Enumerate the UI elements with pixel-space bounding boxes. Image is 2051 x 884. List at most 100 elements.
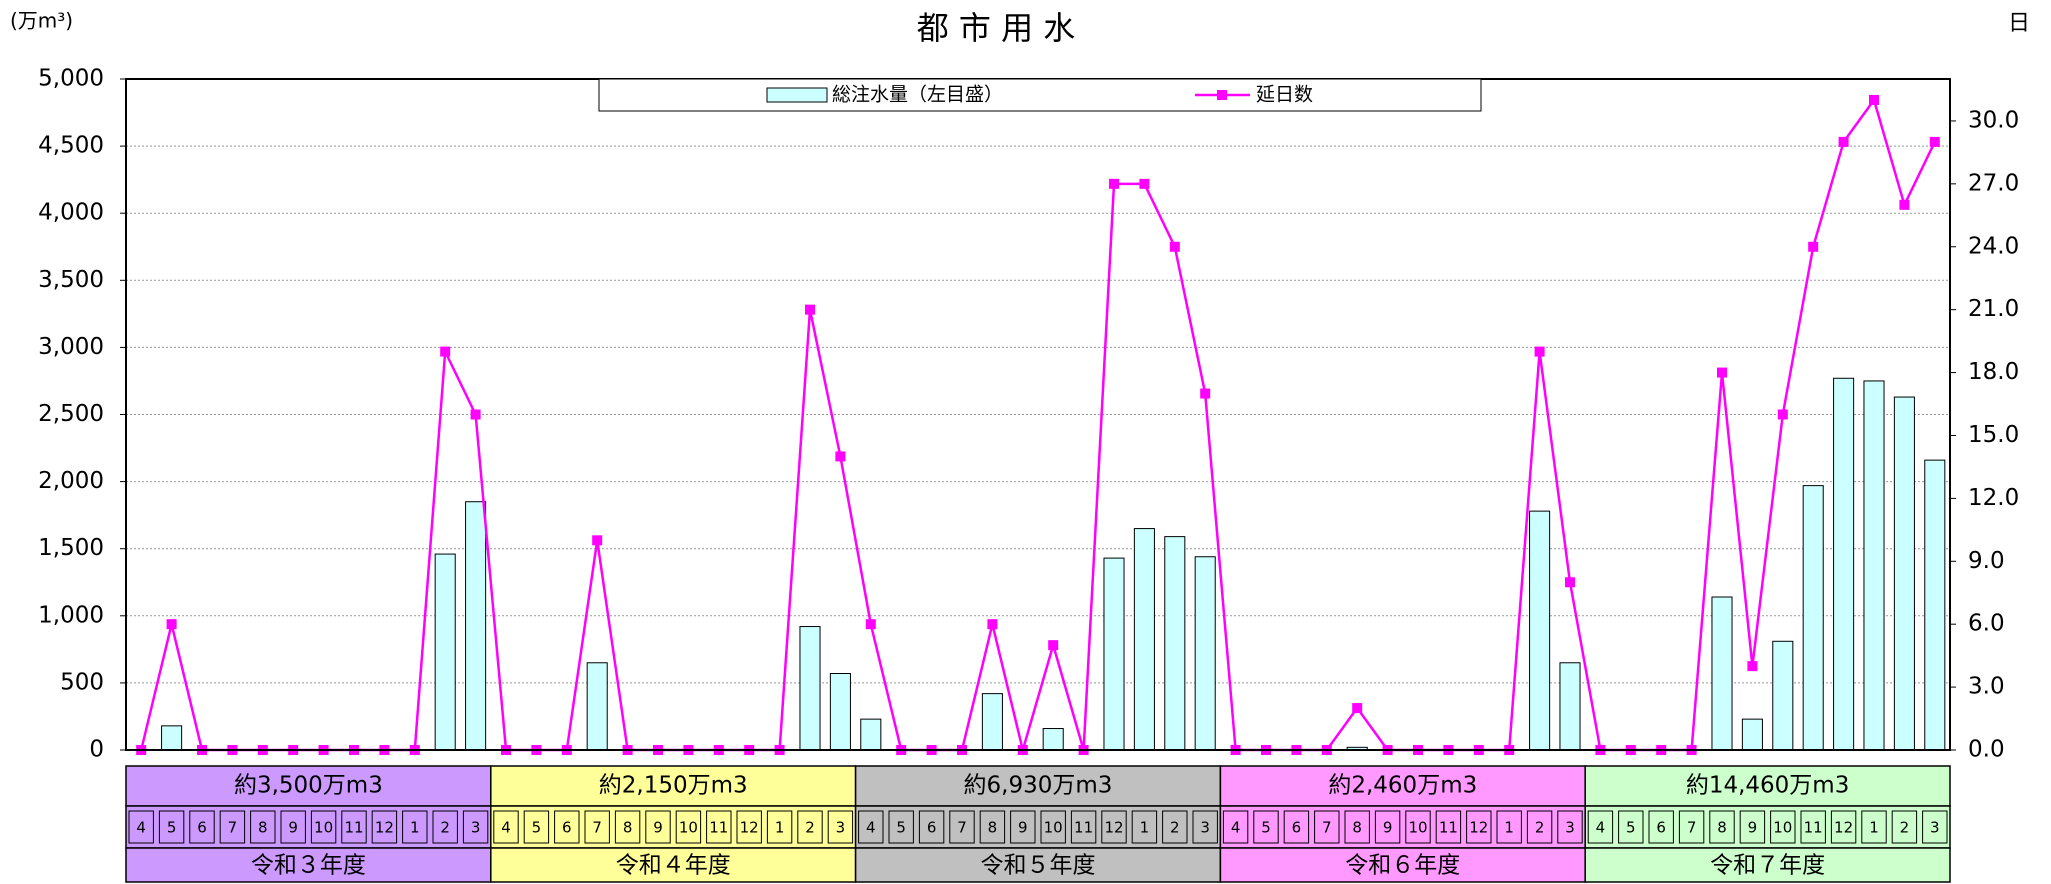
x-tick-label: 7 bbox=[228, 819, 238, 837]
month-cell bbox=[1374, 810, 1401, 844]
y2-tick-label: 9.0 bbox=[1968, 548, 2005, 574]
x-tick-label: 12 bbox=[375, 819, 394, 837]
line-marker bbox=[1565, 577, 1575, 588]
legend-marker bbox=[1217, 90, 1227, 100]
line-marker bbox=[1777, 409, 1788, 420]
line-marker bbox=[987, 619, 998, 630]
table-cell bbox=[1219, 847, 1586, 883]
y-tick-label: 0 bbox=[89, 737, 104, 763]
bar bbox=[799, 626, 821, 751]
bar bbox=[860, 718, 882, 751]
month-cell bbox=[797, 810, 823, 844]
bar bbox=[1741, 718, 1763, 751]
line-marker bbox=[1899, 199, 1910, 210]
month-cell bbox=[1922, 810, 1948, 844]
year-total: 約6,930万m3 bbox=[964, 773, 1113, 799]
line-marker bbox=[1747, 661, 1758, 672]
table-cell bbox=[490, 847, 857, 883]
month-cell bbox=[1587, 810, 1614, 844]
month-cell bbox=[371, 810, 398, 844]
y2-unit: 日 bbox=[2008, 11, 2030, 36]
month-cell bbox=[1010, 810, 1036, 844]
y-tick-label: 5,000 bbox=[38, 66, 104, 92]
x-tick-label: 1 bbox=[1504, 819, 1514, 837]
month-cell bbox=[1040, 810, 1066, 844]
line-marker bbox=[592, 535, 603, 546]
legend-swatch bbox=[766, 87, 828, 103]
x-tick-label: 9 bbox=[1748, 819, 1758, 837]
x-tick-label: 6 bbox=[197, 819, 207, 837]
table-cell bbox=[125, 765, 492, 807]
x-tick-label: 11 bbox=[1804, 819, 1823, 837]
bar bbox=[1194, 556, 1216, 751]
line-marker bbox=[1534, 346, 1545, 357]
x-tick-label: 1 bbox=[1140, 819, 1150, 837]
year-total: 約2,150万m3 bbox=[599, 773, 748, 799]
month-cell bbox=[1618, 810, 1644, 844]
month-cell bbox=[1405, 810, 1431, 844]
y-tick-label: 2,500 bbox=[38, 401, 104, 427]
line-marker bbox=[1717, 367, 1727, 378]
table-cell bbox=[1584, 847, 1951, 883]
x-tick-label: 3 bbox=[836, 819, 846, 837]
x-tick-label: 7 bbox=[1322, 819, 1332, 837]
line-marker bbox=[166, 619, 177, 630]
month-cell bbox=[432, 810, 458, 844]
line-marker bbox=[1139, 178, 1150, 189]
month-cell bbox=[1070, 810, 1097, 844]
month-cell bbox=[250, 810, 276, 844]
y-tick-label: 4,500 bbox=[38, 133, 104, 159]
month-cell bbox=[462, 810, 489, 844]
x-tick-label: 2 bbox=[805, 819, 815, 837]
x-tick-label: 6 bbox=[1292, 819, 1302, 837]
x-tick-label: 7 bbox=[592, 819, 602, 837]
month-cell bbox=[1283, 810, 1310, 844]
bar bbox=[1529, 510, 1551, 751]
x-tick-label: 3 bbox=[1200, 819, 1210, 837]
x-tick-label: 4 bbox=[1596, 819, 1606, 837]
x-tick-label: 10 bbox=[1044, 819, 1063, 837]
month-cell bbox=[1648, 810, 1674, 844]
month-cell bbox=[493, 810, 519, 844]
bar bbox=[586, 662, 608, 751]
month-cell bbox=[645, 810, 671, 844]
month-cell bbox=[888, 810, 914, 844]
y-tick-label: 3,500 bbox=[38, 267, 104, 293]
y-tick-label: 1,500 bbox=[38, 535, 104, 561]
month-cell bbox=[1739, 810, 1766, 844]
month-cell bbox=[1557, 810, 1583, 844]
legend-label: 総注水量（左目盛） bbox=[832, 84, 1003, 106]
y-tick-label: 1,000 bbox=[38, 602, 104, 628]
month-cell bbox=[1800, 810, 1826, 844]
month-cell bbox=[189, 810, 215, 844]
month-cell bbox=[706, 810, 732, 844]
x-tick-label: 1 bbox=[410, 819, 420, 837]
month-cell bbox=[1162, 810, 1188, 844]
month-cell bbox=[1709, 810, 1735, 844]
x-tick-label: 3 bbox=[471, 819, 481, 837]
table-cell bbox=[1584, 805, 1951, 849]
x-tick-label: 1 bbox=[775, 819, 785, 837]
table-cell bbox=[125, 805, 492, 849]
x-tick-label: 1 bbox=[1869, 819, 1879, 837]
bar bbox=[1164, 536, 1186, 751]
legend-label: 延日数 bbox=[1256, 84, 1313, 106]
month-cell bbox=[614, 810, 641, 844]
x-tick-label: 8 bbox=[623, 819, 633, 837]
x-tick-label: 5 bbox=[1626, 819, 1636, 837]
year-name: 令和７年度 bbox=[1710, 853, 1825, 879]
y-tick-label: 500 bbox=[60, 669, 104, 695]
x-tick-label: 6 bbox=[927, 819, 937, 837]
line-marker bbox=[835, 451, 846, 462]
month-cell bbox=[1131, 810, 1158, 844]
x-tick-label: 11 bbox=[709, 819, 728, 837]
x-tick-label: 3 bbox=[1930, 819, 1940, 837]
line-marker bbox=[1048, 640, 1059, 651]
bar bbox=[1042, 728, 1064, 751]
x-tick-label: 12 bbox=[740, 819, 759, 837]
x-tick-label: 5 bbox=[1261, 819, 1271, 837]
bar bbox=[161, 725, 183, 751]
x-tick-label: 11 bbox=[344, 819, 363, 837]
line-marker bbox=[1200, 388, 1211, 399]
month-cell bbox=[219, 810, 246, 844]
